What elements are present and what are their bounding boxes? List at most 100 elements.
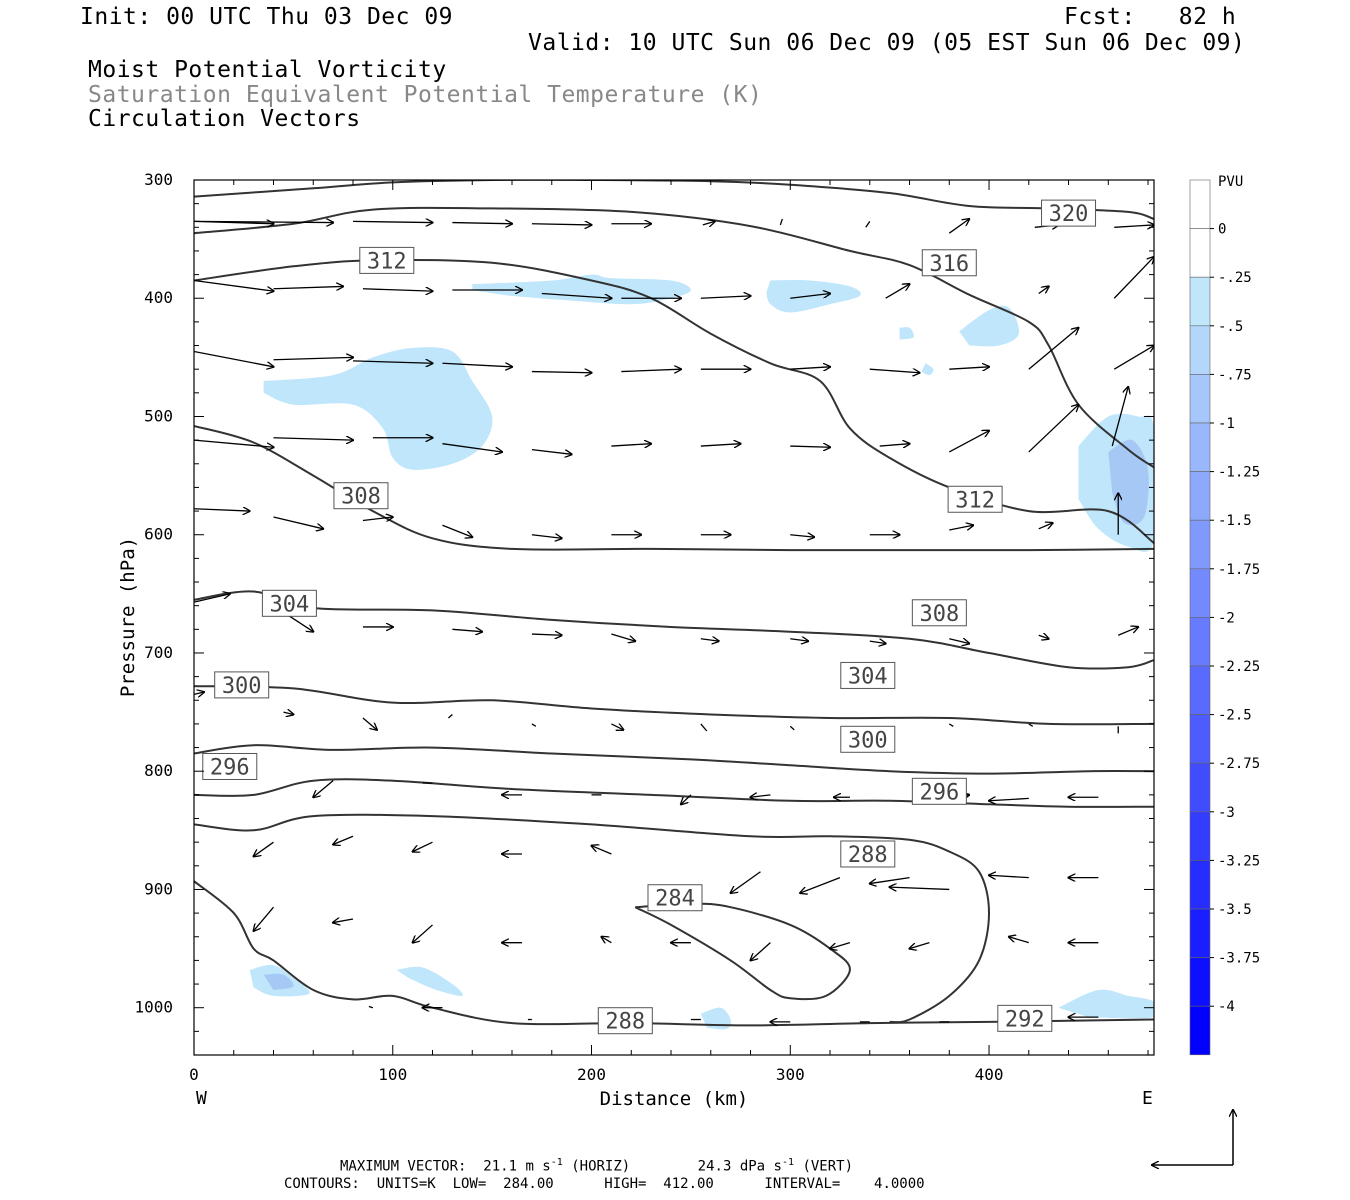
contour-label-box	[840, 661, 896, 689]
vector-31	[869, 369, 920, 373]
y-tick-label-1000: 1000	[134, 998, 173, 1017]
x-tick-label-0: 0	[189, 1065, 199, 1084]
colorbar-label-9: -2.25	[1218, 659, 1260, 675]
contour-304-4	[194, 590, 1154, 670]
vector-39	[531, 448, 572, 455]
contour-label-text: 320	[1049, 202, 1089, 227]
vector-101	[800, 877, 841, 893]
colorbar-segment-12	[1189, 762, 1211, 813]
contour-308-3	[194, 424, 1154, 552]
vector-22	[1113, 257, 1154, 299]
vector-8	[865, 221, 871, 228]
east-label: E	[1142, 1088, 1153, 1109]
vector-24	[273, 357, 354, 359]
y-tick-label-700: 700	[144, 643, 173, 662]
colorbar-segment-3	[1189, 325, 1211, 375]
vector-73	[362, 717, 377, 730]
vector-65	[700, 639, 719, 641]
contour-label-text: 304	[848, 664, 888, 689]
contour-300-5	[194, 685, 1154, 726]
max-vector-vert: 24.3 dPa s	[697, 1158, 782, 1175]
vector-66	[790, 639, 808, 641]
field-title-pv: Moist Potential Vorticity	[88, 57, 447, 83]
contour-label-text: 288	[605, 1010, 645, 1035]
vector-13	[273, 286, 344, 288]
vector-33	[1028, 328, 1079, 370]
contour-label-308-4: 308	[333, 482, 389, 510]
vector-104	[989, 875, 1029, 877]
vector-57	[1038, 523, 1053, 530]
y-tick-label-400: 400	[144, 288, 173, 307]
contour-label-304-7: 304	[840, 661, 896, 689]
pv-colorbar: 0 -.25 -.5 -.75 -1 -1.25 -1.5 -1.75 -2 -2.25 -2.5 -…	[1189, 179, 1260, 1056]
x-tick-label-100: 100	[378, 1065, 407, 1084]
contour-284-10	[634, 902, 851, 1001]
vector-47	[194, 509, 250, 511]
vector-92	[989, 798, 1029, 800]
max-vector-horiz: 21.1 m s	[483, 1158, 551, 1175]
vector-3	[452, 223, 512, 224]
vector-106	[254, 906, 275, 931]
contour-label-box	[333, 482, 389, 510]
vector-100	[731, 871, 761, 893]
pv-region-9	[263, 973, 294, 990]
vector-18	[700, 296, 751, 298]
vector-75	[531, 723, 537, 727]
vector-32	[949, 367, 989, 369]
colorbar-label-10: -2.5	[1218, 708, 1252, 724]
vector-16	[541, 292, 612, 299]
contour-label-288-14: 288	[597, 1007, 653, 1035]
vector-20	[885, 284, 910, 299]
contour-label-box	[840, 725, 896, 753]
vector-7	[779, 218, 783, 226]
vector-113	[830, 942, 851, 949]
colorbar-label-3: -.75	[1218, 367, 1252, 383]
vector-14	[362, 289, 433, 291]
colorbar-label-4: -1	[1218, 416, 1235, 432]
contour-label-312-2: 312	[359, 246, 415, 274]
colorbar-segment-0	[1189, 179, 1211, 229]
y-tick-label-900: 900	[144, 879, 173, 898]
contour-label-text: 300	[222, 674, 262, 699]
vector-72	[283, 712, 293, 714]
contour-label-text: 312	[367, 249, 407, 274]
contour-label-text: 304	[270, 592, 310, 617]
forecast-hour: Fcst: 82 h	[1064, 4, 1237, 30]
contour-label-box	[647, 884, 703, 912]
vector-12	[194, 279, 274, 292]
contour-label-box	[840, 840, 896, 868]
vector-45	[1028, 405, 1079, 453]
y-tick-label-500: 500	[144, 406, 173, 425]
vector-69	[1038, 635, 1049, 639]
circulation-vectors	[194, 219, 1154, 1022]
vector-44	[948, 431, 989, 453]
y-tick-label-300: 300	[144, 170, 173, 189]
contour-label-308-5: 308	[911, 599, 967, 627]
colorbar-label-0: 0	[1218, 222, 1226, 238]
contour-316-1	[194, 206, 1154, 469]
valid-time: Valid: 10 UTC Sun 06 Dec 09 (05 EST Sun …	[528, 30, 1246, 56]
max-vector-horiz-unit: (HORIZ)	[571, 1158, 631, 1175]
pv-region-1	[766, 280, 861, 313]
vector-19	[790, 294, 830, 299]
contour-label-box	[214, 671, 270, 699]
max-vector-horiz-exp: -1	[550, 1157, 563, 1168]
vector-50	[442, 524, 472, 537]
vector-59	[194, 594, 230, 603]
vector-35	[194, 439, 274, 447]
init-time: Init: 00 UTC Thu 03 Dec 09	[80, 4, 454, 30]
x-axis-label: Distance (km)	[600, 1088, 749, 1110]
colorbar-segment-13	[1189, 811, 1211, 861]
vector-4	[531, 224, 592, 225]
vector-115	[1009, 937, 1029, 944]
vector-23	[194, 350, 274, 366]
contour-label-text: 316	[929, 252, 969, 277]
vector-70	[1117, 627, 1138, 636]
vector-62	[452, 629, 482, 631]
colorbar-label-6: -1.5	[1218, 513, 1252, 529]
vector-98	[592, 846, 612, 855]
colorbar-label-1: -.25	[1218, 270, 1252, 286]
pv-region-12	[1058, 989, 1154, 1019]
vector-2	[352, 221, 433, 222]
